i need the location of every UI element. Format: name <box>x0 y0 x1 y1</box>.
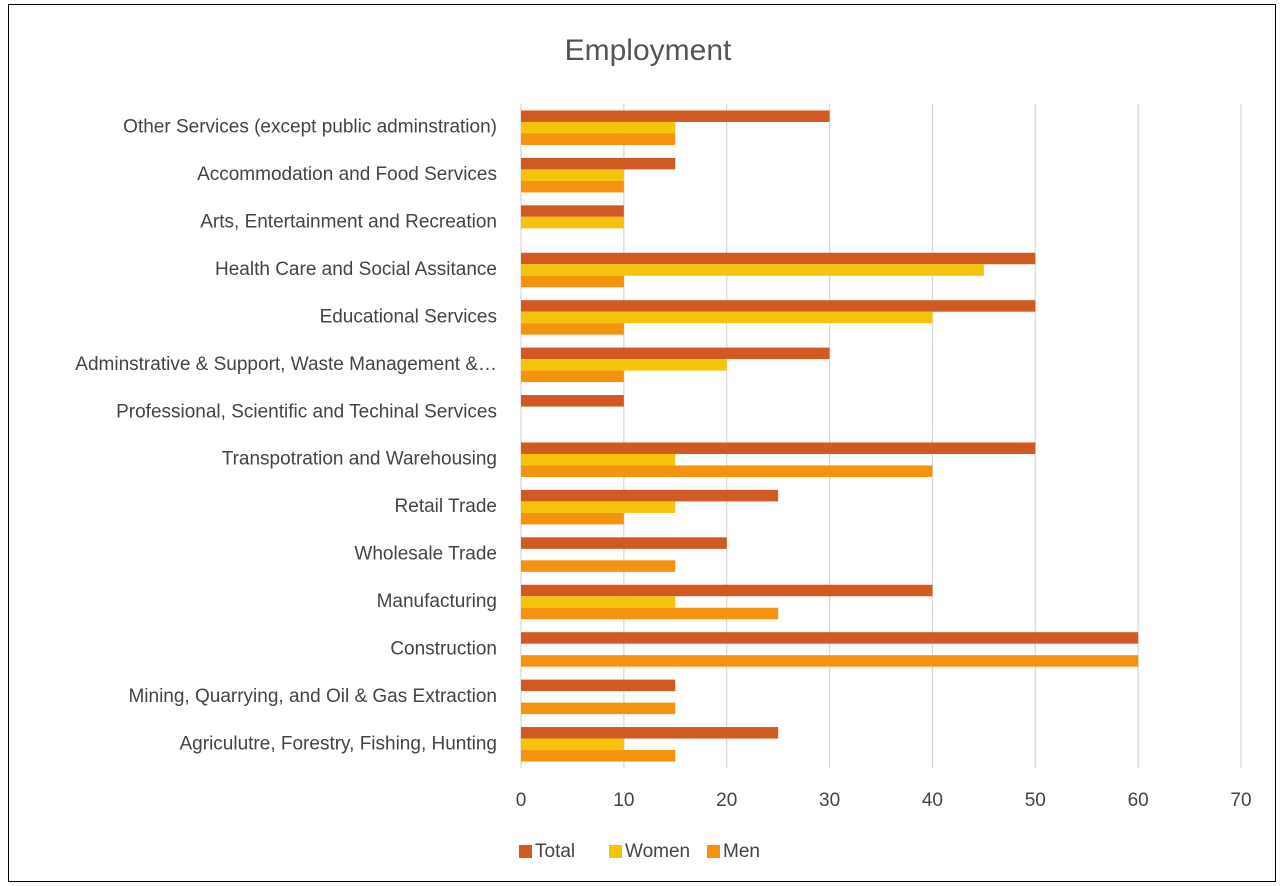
bar-total <box>521 584 933 597</box>
bar-men <box>521 750 676 762</box>
category-label: Construction <box>390 638 497 659</box>
category-label: Educational Services <box>320 306 497 327</box>
bar-total <box>521 205 624 217</box>
bar-total <box>521 347 830 360</box>
bar-men <box>521 323 624 335</box>
bar-men <box>521 465 933 477</box>
bar-men <box>521 370 624 383</box>
bar-total <box>521 442 1036 454</box>
bar-women <box>521 169 624 181</box>
bar-men <box>521 275 624 288</box>
category-label: Adminstrative & Support, Waste Managemen… <box>75 354 497 375</box>
gridlines <box>520 104 1242 768</box>
bar-men <box>521 655 1139 667</box>
bar-men <box>521 607 779 620</box>
bar-total <box>521 489 779 502</box>
bar-total <box>521 157 676 170</box>
legend-swatch-women <box>609 845 622 858</box>
x-tick-label: 70 <box>1230 790 1251 811</box>
chart-title: Employment <box>564 34 732 67</box>
bar-women <box>521 359 727 371</box>
x-tick-label: 40 <box>922 790 943 811</box>
category-label: Accommodation and Food Services <box>197 164 497 185</box>
bar-men <box>521 560 676 572</box>
bar-total <box>521 679 676 692</box>
bar-women <box>521 121 676 134</box>
legend-label-women: Women <box>625 841 690 862</box>
bar-women <box>521 216 624 229</box>
category-label: Mining, Quarrying, and Oil & Gas Extract… <box>128 686 497 707</box>
x-tick-label: 0 <box>516 790 527 811</box>
bar-total <box>521 727 779 739</box>
category-label: Other Services (except public adminstrat… <box>123 117 497 138</box>
bar-men <box>521 702 676 715</box>
bar-total <box>521 300 1036 312</box>
x-tick-label: 10 <box>613 790 634 811</box>
category-label: Retail Trade <box>395 496 497 517</box>
bar-total <box>521 252 1036 265</box>
legend: Total Women Men <box>519 841 760 862</box>
x-tick-label: 60 <box>1128 790 1149 811</box>
bar-total <box>521 110 830 122</box>
bar-men <box>521 133 676 145</box>
bar-total <box>521 395 624 407</box>
bars <box>521 110 1139 762</box>
bar-men <box>521 512 624 525</box>
x-tick-label: 30 <box>819 790 840 811</box>
category-label: Arts, Entertainment and Recreation <box>200 212 497 233</box>
x-tick-label: 20 <box>716 790 737 811</box>
category-label: Wholesale Trade <box>354 544 497 565</box>
x-tick-labels: 0 10 20 30 40 50 60 70 <box>516 790 1252 811</box>
bar-women <box>521 738 624 751</box>
category-label: Health Care and Social Assitance <box>215 259 497 280</box>
bar-women <box>521 311 933 324</box>
category-label: Transpotration and Warehousing <box>222 449 497 470</box>
category-label: Manufacturing <box>377 591 497 612</box>
bar-women <box>521 501 676 513</box>
bar-women <box>521 453 676 466</box>
bar-total <box>521 537 727 549</box>
legend-label-total: Total <box>535 841 575 862</box>
legend-swatch-men <box>707 845 720 858</box>
bar-women <box>521 264 984 276</box>
bar-women <box>521 596 676 608</box>
bar-total <box>521 632 1139 644</box>
legend-swatch-total <box>519 845 532 858</box>
x-tick-label: 50 <box>1025 790 1046 811</box>
bar-men <box>521 180 624 193</box>
category-label: Professional, Scientific and Techinal Se… <box>116 401 497 422</box>
legend-label-men: Men <box>723 841 760 862</box>
category-labels: Other Services (except public adminstrat… <box>75 117 497 755</box>
category-label: Agriculutre, Forestry, Fishing, Hunting <box>180 733 498 754</box>
